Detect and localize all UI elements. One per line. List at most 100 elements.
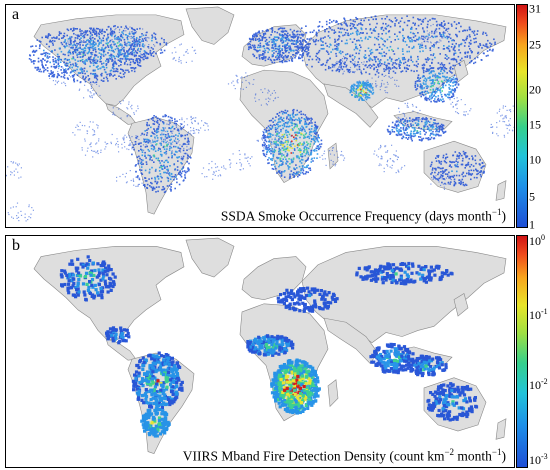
data-cell	[464, 29, 466, 32]
data-cell	[444, 54, 447, 56]
data-cell	[360, 28, 363, 31]
data-cell	[500, 115, 502, 117]
data-cell	[480, 59, 483, 61]
data-cell	[420, 38, 422, 40]
data-cell	[276, 39, 279, 41]
data-cell	[86, 70, 88, 73]
data-cell	[80, 34, 82, 36]
data-cell	[141, 151, 144, 153]
data-cell	[262, 131, 265, 134]
data-cell	[468, 41, 471, 44]
data-cell	[55, 59, 57, 62]
data-cell	[510, 111, 512, 113]
data-cell	[169, 145, 171, 147]
data-cell	[353, 58, 355, 60]
data-cell	[267, 97, 269, 99]
data-cell	[451, 95, 453, 98]
data-cell	[45, 64, 47, 66]
data-cell	[405, 134, 408, 136]
data-cell	[62, 36, 65, 39]
data-cell	[501, 114, 503, 116]
data-cell	[279, 158, 281, 161]
data-cell	[160, 166, 163, 168]
data-cell	[156, 137, 159, 139]
data-cell	[93, 130, 95, 132]
data-cell	[277, 144, 280, 147]
data-cell	[145, 39, 147, 41]
data-cell	[30, 213, 32, 215]
data-cell	[397, 132, 400, 135]
data-cell	[43, 49, 45, 52]
data-cell	[378, 52, 381, 54]
data-cell	[279, 47, 281, 49]
data-cell	[342, 72, 344, 74]
data-cell	[175, 138, 177, 140]
data-cell	[326, 28, 328, 30]
data-cell	[313, 135, 315, 138]
data-cell	[301, 125, 303, 128]
data-cell	[300, 168, 302, 170]
data-cell	[46, 56, 48, 59]
data-cell	[84, 54, 86, 56]
data-cell	[126, 51, 128, 54]
data-cell	[297, 132, 299, 134]
data-cell	[443, 69, 445, 72]
data-cell	[104, 47, 106, 50]
data-cell	[435, 133, 438, 136]
data-cell	[270, 140, 272, 142]
data-cell	[67, 29, 70, 32]
data-cell	[297, 128, 300, 130]
data-cell	[466, 29, 469, 32]
data-cell	[153, 115, 155, 117]
data-cell	[340, 154, 342, 156]
data-cell	[70, 40, 72, 42]
data-cell	[464, 51, 466, 54]
data-cell	[260, 89, 262, 91]
data-cell	[171, 150, 173, 152]
data-cell	[271, 47, 273, 49]
data-cell	[439, 91, 442, 94]
data-cell	[420, 95, 422, 98]
data-cell	[176, 151, 178, 153]
data-cell	[272, 150, 275, 153]
data-cell	[442, 33, 445, 36]
data-cell	[284, 136, 286, 139]
data-cell	[90, 62, 92, 64]
data-cell	[449, 71, 452, 73]
data-cell	[402, 34, 404, 37]
data-cell	[223, 167, 225, 169]
data-cell	[277, 45, 280, 48]
data-cell	[436, 24, 438, 26]
data-cell	[136, 135, 139, 138]
data-cell	[391, 76, 394, 79]
data-cell	[297, 48, 300, 50]
data-cell	[288, 51, 290, 54]
data-cell	[377, 65, 380, 68]
data-cell	[408, 126, 410, 129]
data-cell	[272, 100, 275, 102]
data-cell	[352, 89, 355, 91]
data-cell	[322, 48, 324, 50]
data-cell	[414, 134, 417, 137]
data-cell	[81, 58, 84, 61]
data-cell	[132, 60, 135, 63]
data-cell	[434, 75, 436, 77]
data-cell	[394, 83, 396, 85]
data-cell	[84, 77, 87, 80]
data-cell	[144, 169, 147, 172]
data-cell	[384, 90, 386, 92]
data-cell	[83, 67, 86, 70]
data-cell	[136, 176, 139, 178]
data-cell	[171, 152, 173, 154]
data-cell	[419, 119, 421, 121]
data-cell	[411, 103, 414, 106]
data-cell	[273, 90, 275, 92]
data-cell	[281, 170, 283, 173]
data-cell	[102, 37, 104, 39]
data-cell	[400, 168, 402, 170]
data-cell	[48, 45, 50, 48]
data-cell	[296, 131, 298, 134]
data-cell	[183, 179, 185, 181]
data-cell	[306, 47, 308, 49]
data-cell	[133, 45, 135, 47]
